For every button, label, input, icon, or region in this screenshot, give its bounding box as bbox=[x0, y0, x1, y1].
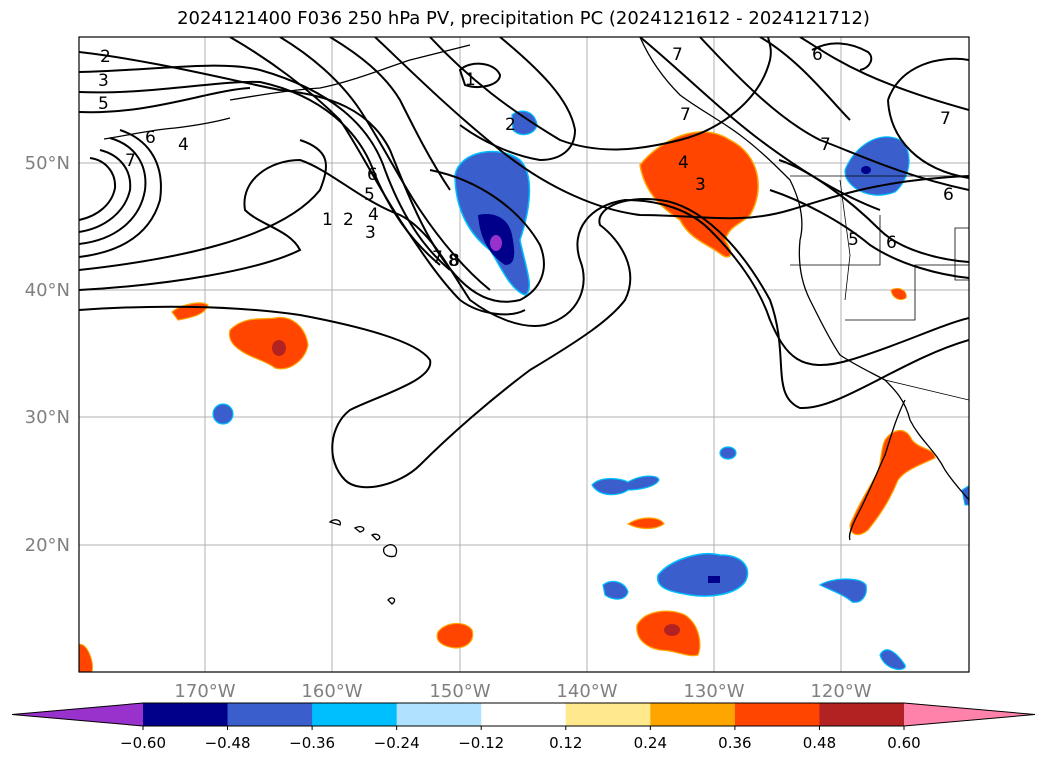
colorbar-tick-label: −0.36 bbox=[289, 734, 335, 752]
pv-contour-label: 5 bbox=[98, 94, 109, 114]
pv-contour-label: 7 bbox=[125, 151, 136, 171]
latitude-labels: 50°N 40°N 30°N 20°N bbox=[25, 153, 70, 556]
colorbar-tick-label: 0.48 bbox=[803, 734, 836, 752]
colorbar-segment bbox=[565, 703, 651, 726]
pv-contour-label: 3 bbox=[365, 223, 376, 243]
lat-label-40: 40°N bbox=[25, 280, 70, 301]
pv-contour-label: 3 bbox=[98, 71, 109, 91]
lon-label-140w: 140°W bbox=[556, 681, 617, 702]
pv-contour-label: 8 bbox=[449, 251, 460, 271]
pv-contour-label: 6 bbox=[367, 165, 378, 185]
colorbar-segment bbox=[312, 703, 398, 726]
colorbar-tick-label: 0.60 bbox=[887, 734, 920, 752]
colorbar-segment bbox=[819, 703, 905, 726]
pv-contour-label: 6 bbox=[886, 233, 897, 253]
colorbar-tick-label: −0.12 bbox=[458, 734, 504, 752]
colorbar-tick-label: −0.48 bbox=[205, 734, 251, 752]
pv-contour-label: 6 bbox=[812, 45, 823, 65]
pv-contour-label: 7 bbox=[680, 105, 691, 125]
pv-contour-label: 7 bbox=[820, 135, 831, 155]
pv-contour-label: 2 bbox=[505, 115, 516, 135]
colorbar-tick-label: 0.24 bbox=[634, 734, 667, 752]
lat-label-50: 50°N bbox=[25, 153, 70, 174]
map-plot-area bbox=[79, 37, 969, 672]
pv-contour-labels: 1 2 3 4 5 6 7 8 1 2 2 3 4 5 6 7 7 4 3 5 … bbox=[98, 45, 954, 271]
colorbar-segment bbox=[227, 703, 313, 726]
colorbar: −0.60 −0.48 −0.36 −0.24 −0.12 0.12 0.24 0.36 0.4… bbox=[11, 702, 1036, 752]
pv-contour-label: 8 bbox=[448, 251, 459, 271]
colorbar-segment bbox=[143, 703, 229, 726]
precipitation-shading bbox=[79, 110, 969, 672]
pv-contour-label: 4 bbox=[678, 153, 689, 173]
colorbar-segment bbox=[650, 703, 736, 726]
colorbar-extend-low bbox=[12, 703, 143, 726]
colorbar-tick-label: 0.36 bbox=[718, 734, 751, 752]
pv-contour-label: 6 bbox=[145, 128, 156, 148]
pv-contours bbox=[79, 37, 969, 489]
pv-contour-label: 1 bbox=[465, 70, 476, 90]
pv-contour-label: 7 bbox=[940, 109, 951, 129]
lon-label-170w: 170°W bbox=[174, 681, 235, 702]
pv-contour-label: 3 bbox=[695, 175, 706, 195]
colorbar-extend-high bbox=[904, 703, 1035, 726]
coastlines bbox=[103, 37, 969, 605]
lon-label-120w: 120°W bbox=[810, 681, 871, 702]
colorbar-segment bbox=[396, 703, 482, 726]
pv-contour-label: 7 bbox=[672, 45, 683, 65]
lat-label-30: 30°N bbox=[25, 407, 70, 428]
colorbar-segment bbox=[481, 703, 567, 726]
map-title: 2024121400 F036 250 hPa PV, precipitatio… bbox=[177, 8, 870, 29]
pv-contour-label: 5 bbox=[364, 185, 375, 205]
lon-label-130w: 130°W bbox=[683, 681, 744, 702]
pv-contour-label: 5 bbox=[848, 230, 859, 250]
political-borders bbox=[790, 175, 969, 401]
colorbar-tick-label: −0.60 bbox=[120, 734, 166, 752]
colorbar-tick-label: 0.12 bbox=[549, 734, 582, 752]
lat-label-20: 20°N bbox=[25, 535, 70, 556]
longitude-labels: 170°W 160°W 150°W 140°W 130°W 120°W bbox=[174, 681, 871, 702]
pv-contour-label: 4 bbox=[368, 205, 379, 225]
colorbar-segment bbox=[734, 703, 820, 726]
colorbar-tick-label: −0.24 bbox=[374, 734, 420, 752]
pv-contour-label: 2 bbox=[100, 47, 111, 67]
pv-contour-label: 1 bbox=[322, 210, 333, 230]
map-frame bbox=[78, 36, 970, 673]
pv-contour-label: 6 bbox=[943, 185, 954, 205]
pv-contour-label: 4 bbox=[178, 135, 189, 155]
pv-contour-label: 7 bbox=[432, 248, 443, 268]
pv-contour-label: 2 bbox=[343, 210, 354, 230]
lon-label-160w: 160°W bbox=[301, 681, 362, 702]
lon-label-150w: 150°W bbox=[429, 681, 490, 702]
